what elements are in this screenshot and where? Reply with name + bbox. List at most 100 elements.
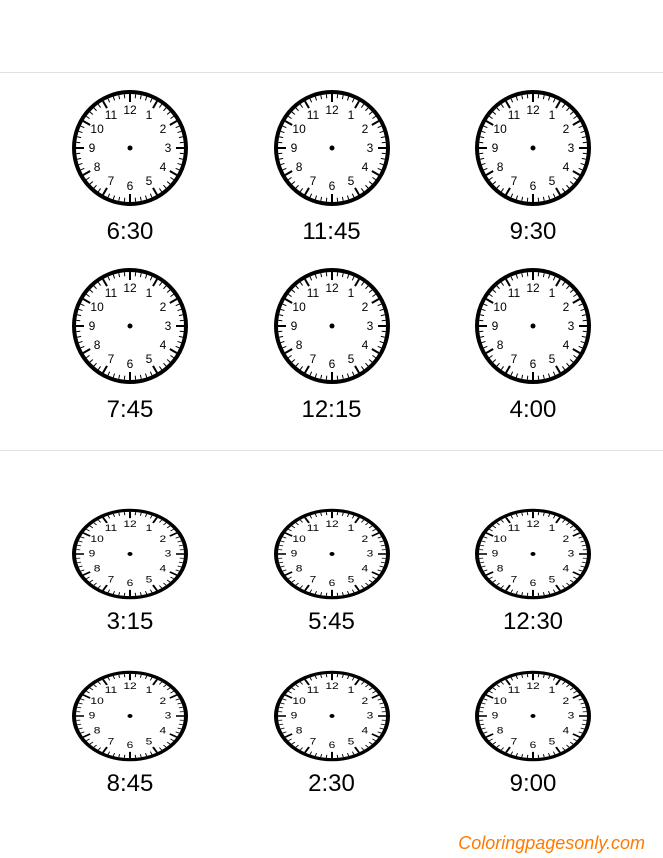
clock-cell: 123456789101112 4:00	[453, 266, 613, 424]
svg-text:5: 5	[549, 352, 556, 366]
svg-text:6: 6	[530, 740, 537, 750]
svg-text:7: 7	[108, 352, 115, 366]
svg-text:12: 12	[123, 103, 137, 117]
svg-text:10: 10	[292, 534, 305, 544]
svg-text:9: 9	[89, 549, 96, 559]
svg-text:1: 1	[347, 108, 354, 122]
svg-text:4: 4	[160, 726, 167, 736]
svg-text:11: 11	[105, 108, 118, 122]
svg-text:8: 8	[94, 564, 101, 574]
svg-text:7: 7	[309, 352, 316, 366]
svg-text:7: 7	[108, 174, 115, 188]
svg-text:11: 11	[508, 286, 521, 300]
svg-text:2: 2	[160, 696, 167, 706]
svg-text:6: 6	[530, 578, 537, 588]
svg-text:10: 10	[90, 534, 103, 544]
svg-text:3: 3	[366, 711, 373, 721]
svg-text:2: 2	[160, 122, 167, 136]
svg-text:10: 10	[493, 696, 506, 706]
svg-text:3: 3	[568, 141, 575, 155]
time-label: 3:15	[107, 608, 154, 636]
svg-text:4: 4	[361, 726, 368, 736]
clock-face: 123456789101112	[473, 266, 593, 386]
svg-text:11: 11	[105, 685, 117, 695]
svg-text:3: 3	[366, 319, 373, 333]
svg-text:9: 9	[492, 141, 499, 155]
svg-text:1: 1	[146, 108, 153, 122]
svg-text:8: 8	[497, 160, 504, 174]
svg-text:9: 9	[290, 319, 297, 333]
svg-text:4: 4	[563, 338, 570, 352]
svg-text:10: 10	[90, 696, 103, 706]
svg-text:12: 12	[526, 519, 539, 529]
svg-text:4: 4	[160, 564, 167, 574]
clock-face: 123456789101112	[70, 507, 190, 601]
svg-text:4: 4	[361, 338, 368, 352]
svg-text:3: 3	[165, 711, 172, 721]
svg-text:2: 2	[563, 300, 570, 314]
svg-text:3: 3	[165, 319, 172, 333]
clock-cell: 123456789101112 9:00	[453, 656, 613, 798]
svg-text:5: 5	[146, 574, 153, 584]
svg-text:9: 9	[89, 141, 96, 155]
time-label: 11:45	[302, 218, 360, 246]
svg-text:7: 7	[511, 736, 518, 746]
svg-text:3: 3	[568, 711, 575, 721]
svg-text:6: 6	[328, 740, 335, 750]
svg-text:8: 8	[497, 726, 504, 736]
svg-text:11: 11	[508, 523, 520, 533]
svg-text:5: 5	[146, 174, 153, 188]
svg-text:7: 7	[108, 736, 115, 746]
svg-text:6: 6	[530, 357, 537, 371]
svg-text:7: 7	[309, 574, 316, 584]
svg-text:12: 12	[325, 103, 339, 117]
svg-text:8: 8	[94, 160, 101, 174]
time-label: 5:45	[308, 608, 355, 636]
svg-text:2: 2	[160, 300, 167, 314]
time-label: 4:00	[510, 396, 557, 424]
svg-text:3: 3	[165, 141, 172, 155]
svg-text:9: 9	[290, 141, 297, 155]
svg-text:8: 8	[94, 338, 101, 352]
svg-text:10: 10	[493, 534, 506, 544]
svg-text:10: 10	[90, 122, 104, 136]
svg-text:6: 6	[328, 578, 335, 588]
svg-text:5: 5	[549, 174, 556, 188]
clock-face: 123456789101112	[272, 266, 392, 386]
svg-text:10: 10	[292, 122, 306, 136]
svg-text:5: 5	[549, 736, 556, 746]
svg-text:2: 2	[563, 534, 570, 544]
svg-text:5: 5	[549, 574, 556, 584]
clock-face: 123456789101112	[70, 266, 190, 386]
clock-cell: 123456789101112 8:45	[50, 656, 210, 798]
svg-text:7: 7	[511, 352, 518, 366]
svg-text:12: 12	[325, 519, 338, 529]
svg-text:12: 12	[526, 103, 540, 117]
worksheet-section-2: 123456789101112 3:15 123456789101112 5:4…	[0, 444, 663, 798]
svg-text:10: 10	[90, 300, 104, 314]
clock-face: 123456789101112	[272, 88, 392, 208]
svg-text:10: 10	[493, 300, 507, 314]
svg-text:11: 11	[105, 286, 118, 300]
svg-text:11: 11	[306, 685, 318, 695]
svg-text:2: 2	[563, 122, 570, 136]
clock-row: 123456789101112 7:45 123456789101112 12:…	[50, 266, 613, 424]
svg-text:6: 6	[328, 357, 335, 371]
svg-text:2: 2	[361, 300, 368, 314]
svg-text:1: 1	[549, 108, 556, 122]
svg-text:2: 2	[160, 534, 167, 544]
svg-text:4: 4	[563, 160, 570, 174]
svg-text:10: 10	[292, 696, 305, 706]
time-label: 9:00	[510, 770, 557, 798]
clock-cell: 123456789101112 7:45	[50, 266, 210, 424]
svg-text:4: 4	[361, 160, 368, 174]
svg-text:8: 8	[497, 338, 504, 352]
time-label: 2:30	[308, 770, 355, 798]
svg-text:3: 3	[568, 319, 575, 333]
clock-cell: 123456789101112 11:45	[252, 88, 412, 246]
svg-text:5: 5	[146, 736, 153, 746]
svg-text:3: 3	[165, 549, 172, 559]
svg-text:1: 1	[347, 286, 354, 300]
svg-text:10: 10	[292, 300, 306, 314]
time-label: 12:15	[301, 396, 361, 424]
